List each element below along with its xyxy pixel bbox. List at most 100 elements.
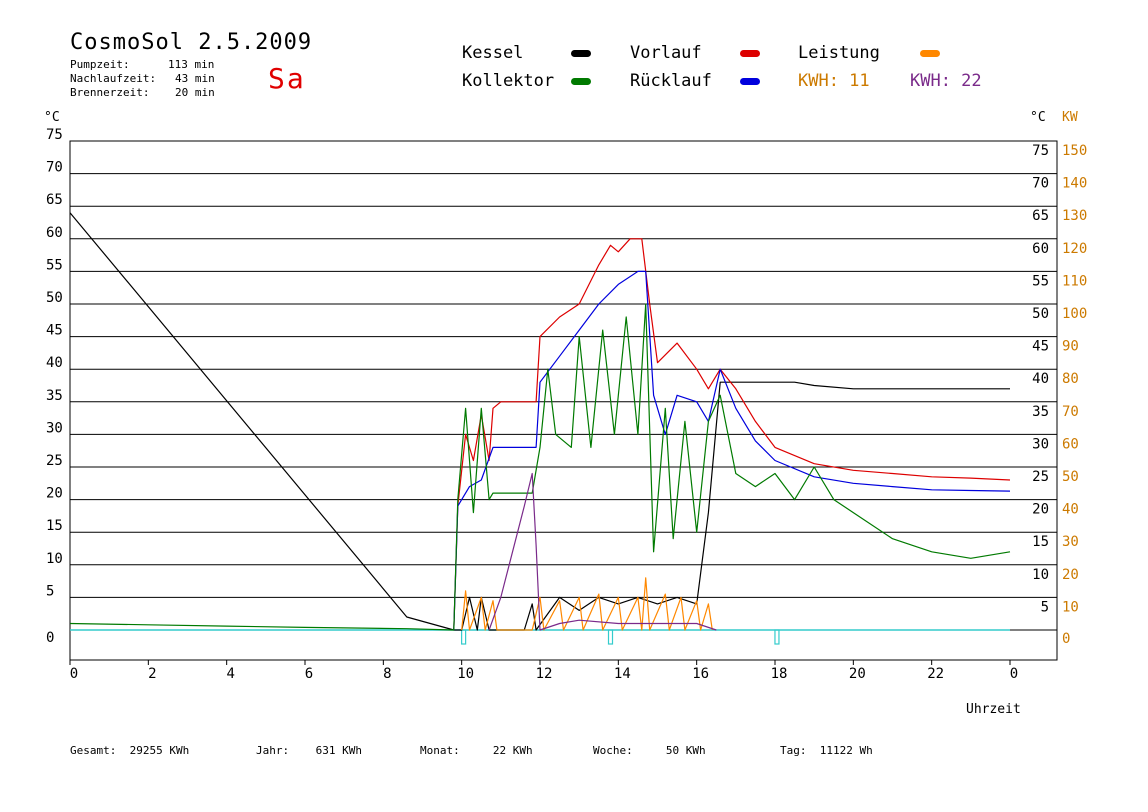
x-axis-label: Uhrzeit — [966, 702, 1021, 717]
y-right-tick-label: 50 — [1032, 306, 1049, 322]
stat-label-brennerzeit: Brennerzeit: — [70, 86, 150, 99]
chart-title: CosmoSol 2.5.2009 — [70, 30, 313, 55]
pump-marker-layer — [70, 629, 1010, 645]
x-tick-label: 10 — [457, 666, 474, 682]
pump-marker — [774, 629, 780, 645]
legend-kollektor-label: Kollektor — [462, 71, 555, 91]
legend-kollektor-swatch — [571, 78, 591, 85]
x-tick-label: 2 — [148, 666, 156, 682]
legend-ruecklauf-swatch — [740, 78, 760, 85]
y-tick-label: 20 — [46, 486, 63, 502]
series-line-leistung — [461, 577, 713, 631]
x-tick-label: 16 — [692, 666, 709, 682]
series-line-vorlauf — [453, 238, 1011, 631]
y2-tick-label: 110 — [1062, 273, 1087, 289]
y2-tick-label: 140 — [1062, 176, 1087, 192]
y-tick-label: 10 — [46, 551, 63, 567]
y-right-tick-label: 70 — [1032, 176, 1049, 192]
footer-gesamt: Gesamt: 29255 KWh — [70, 744, 190, 757]
y-right-tick-label: 60 — [1032, 241, 1049, 257]
x-tick-label: 4 — [226, 666, 234, 682]
legend-kessel-swatch — [571, 50, 591, 57]
x-tick-label: 0 — [1010, 666, 1018, 682]
y2-tick-label: 60 — [1062, 436, 1079, 452]
x-tick-label: 0 — [70, 666, 78, 682]
y-tick-label: 65 — [46, 192, 63, 208]
stat-value-pumpzeit: 113 min — [168, 58, 215, 71]
y-right-tick-label: 25 — [1032, 469, 1049, 485]
y2-tick-label: 0 — [1062, 631, 1070, 647]
y-tick-label: 35 — [46, 388, 63, 404]
series-lines — [69, 212, 1011, 631]
y2-tick-label: 70 — [1062, 404, 1079, 420]
y-tick-label: 0 — [46, 630, 54, 646]
y-right-tick-label: 45 — [1032, 339, 1049, 355]
footer-woche: Woche: 50 KWh — [593, 744, 706, 757]
x-tick-label: 22 — [927, 666, 944, 682]
x-tick-label: 14 — [614, 666, 631, 682]
y-tick-label: 25 — [46, 453, 63, 469]
y-right-tick-label: 65 — [1032, 208, 1049, 224]
right-axis-unit-kw: KW — [1062, 110, 1078, 125]
y2-tick-label: 90 — [1062, 339, 1079, 355]
x-tick-label: 18 — [771, 666, 788, 682]
y-right-tick-label: 15 — [1032, 534, 1049, 550]
legend-kwh-11: KWH: 11 — [798, 71, 870, 91]
legend-kessel-label: Kessel — [462, 43, 524, 63]
y-right-tick-label: 10 — [1032, 567, 1049, 583]
stat-label-nachlaufzeit: Nachlaufzeit: — [70, 72, 157, 85]
y-tick-label: 60 — [46, 225, 63, 241]
stat-label-pumpzeit: Pumpzeit: — [70, 58, 130, 71]
y2-tick-label: 50 — [1062, 469, 1079, 485]
y2-tick-label: 40 — [1062, 502, 1079, 518]
grid-lines — [69, 140, 1058, 665]
y-right-tick-label: 35 — [1032, 404, 1049, 420]
footer-tag: Tag: 11122 Wh — [780, 744, 873, 757]
y-tick-label: 40 — [46, 355, 63, 371]
y-tick-label: 55 — [46, 257, 63, 273]
weekday-label: Sa — [268, 62, 306, 95]
y2-tick-label: 120 — [1062, 241, 1087, 257]
left-axis-unit: °C — [44, 110, 60, 125]
legend-leistung-swatch — [920, 50, 940, 57]
y2-tick-label: 130 — [1062, 208, 1087, 224]
pump-marker — [461, 629, 467, 645]
y2-tick-label: 20 — [1062, 567, 1079, 583]
stat-value-brennerzeit: 20 min — [175, 86, 215, 99]
footer-jahr: Jahr: 631 KWh — [256, 744, 362, 757]
tick-labels: 0 2 4 6 8 10 12 14 16 18 20 22 005101520253035404550… — [46, 127, 1087, 682]
legend-vorlauf-swatch — [740, 50, 760, 57]
stat-value-nachlaufzeit: 43 min — [175, 72, 215, 85]
series-line-kessel — [69, 212, 1010, 631]
y2-tick-label: 100 — [1062, 306, 1087, 322]
x-tick-label: 12 — [536, 666, 553, 682]
y-right-tick-label: 55 — [1032, 273, 1049, 289]
footer-monat: Monat: 22 KWh — [420, 744, 533, 757]
y-right-tick-label: 40 — [1032, 371, 1049, 387]
y-tick-label: 70 — [46, 160, 63, 176]
legend-vorlauf-label: Vorlauf — [630, 43, 702, 63]
y2-tick-label: 10 — [1062, 599, 1079, 615]
x-tick-label: 20 — [849, 666, 866, 682]
y-right-tick-label: 5 — [1041, 599, 1049, 615]
y-tick-label: 5 — [46, 583, 54, 599]
series-line-kwh2 — [488, 472, 717, 631]
y2-tick-label: 150 — [1062, 143, 1087, 159]
y-tick-label: 15 — [46, 518, 63, 534]
right-axis-unit-c: °C — [1030, 110, 1046, 125]
y-tick-label: 50 — [46, 290, 63, 306]
series-line-kollektor — [69, 303, 1011, 631]
y2-tick-label: 30 — [1062, 534, 1079, 550]
plot-frame — [69, 140, 1058, 661]
y-tick-label: 30 — [46, 420, 63, 436]
y-right-tick-label: 75 — [1032, 143, 1049, 159]
legend-ruecklauf-label: Rücklauf — [630, 71, 712, 91]
y-right-tick-label: 30 — [1032, 436, 1049, 452]
pump-marker — [607, 629, 614, 645]
legend-kwh-22: KWH: 22 — [910, 71, 982, 91]
y-tick-label: 75 — [46, 127, 63, 143]
y-tick-label: 45 — [46, 323, 63, 339]
y2-tick-label: 80 — [1062, 371, 1079, 387]
y-right-tick-label: 20 — [1032, 502, 1049, 518]
